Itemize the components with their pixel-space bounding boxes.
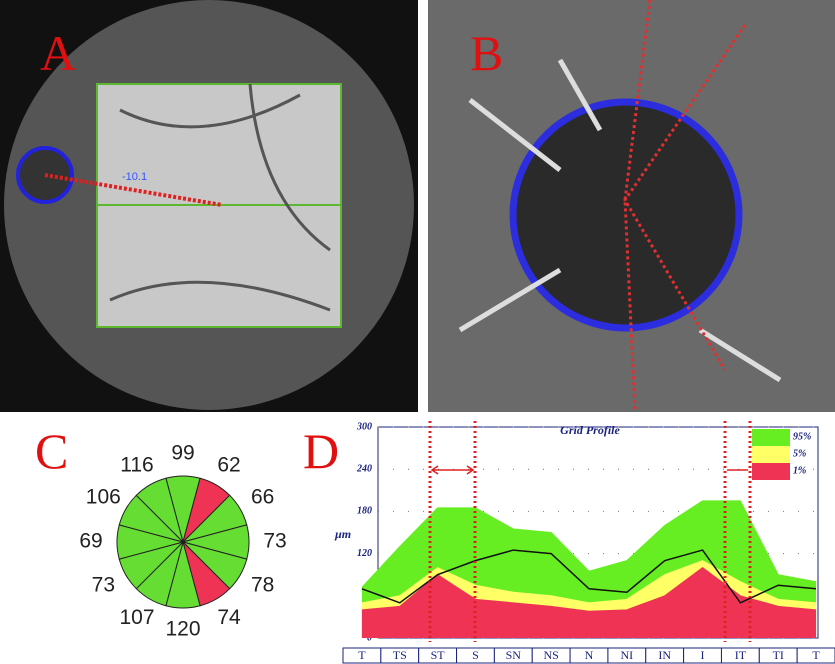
x-tick-label: S: [472, 648, 479, 662]
sector-label: 107: [119, 606, 154, 629]
sector-label: 78: [251, 574, 274, 597]
y-tick-label: 300: [356, 421, 372, 432]
legend-label: 95%: [793, 431, 811, 442]
x-tick-label: NS: [543, 648, 558, 662]
legend-swatch: [752, 446, 790, 463]
x-tick-label: I: [701, 648, 705, 662]
x-tick-label: IN: [658, 648, 671, 662]
chart-title: Grid Profile: [560, 423, 620, 437]
x-tick-label: IT: [735, 648, 747, 662]
legend-label: 5%: [793, 448, 806, 459]
panel-label: A: [40, 25, 76, 81]
sector-label: 73: [263, 530, 286, 553]
y-tick-label: 180: [357, 506, 372, 517]
sector-label: 74: [217, 606, 241, 629]
panel-label: D: [303, 423, 339, 479]
x-tick-label: SN: [506, 648, 522, 662]
x-tick-label: ST: [431, 648, 446, 662]
legend-swatch: [752, 463, 790, 480]
x-tick-label: N: [585, 648, 594, 662]
sector-label: 69: [79, 530, 102, 553]
measurement: -10.1: [122, 171, 147, 183]
panel-label: C: [35, 423, 68, 479]
sector-label: 106: [86, 486, 121, 509]
y-tick-label: 240: [356, 463, 372, 474]
x-tick-label: NI: [621, 648, 634, 662]
figure: -10.1 A B C 9962667378741201077369106116…: [0, 0, 835, 664]
sector-label: 66: [251, 486, 274, 509]
y-axis-label: µm: [334, 527, 351, 541]
x-tick-label: T: [358, 648, 366, 662]
sector-label: 116: [120, 453, 153, 476]
sector-label: 73: [92, 574, 115, 597]
panel-label: B: [470, 25, 503, 81]
profile-chart: 06012018024030095%5%1%Grid ProfileµmTTSS…: [334, 421, 835, 663]
sector-label: 99: [171, 442, 194, 465]
x-tick-label: T: [812, 648, 820, 662]
x-tick-label: TI: [773, 648, 784, 662]
sector-label: 120: [165, 618, 200, 641]
x-tick-label: TS: [393, 648, 407, 662]
legend-label: 1%: [793, 465, 806, 476]
legend-swatch: [752, 429, 790, 446]
sector-label: 62: [217, 453, 240, 476]
y-tick-label: 120: [357, 548, 372, 559]
